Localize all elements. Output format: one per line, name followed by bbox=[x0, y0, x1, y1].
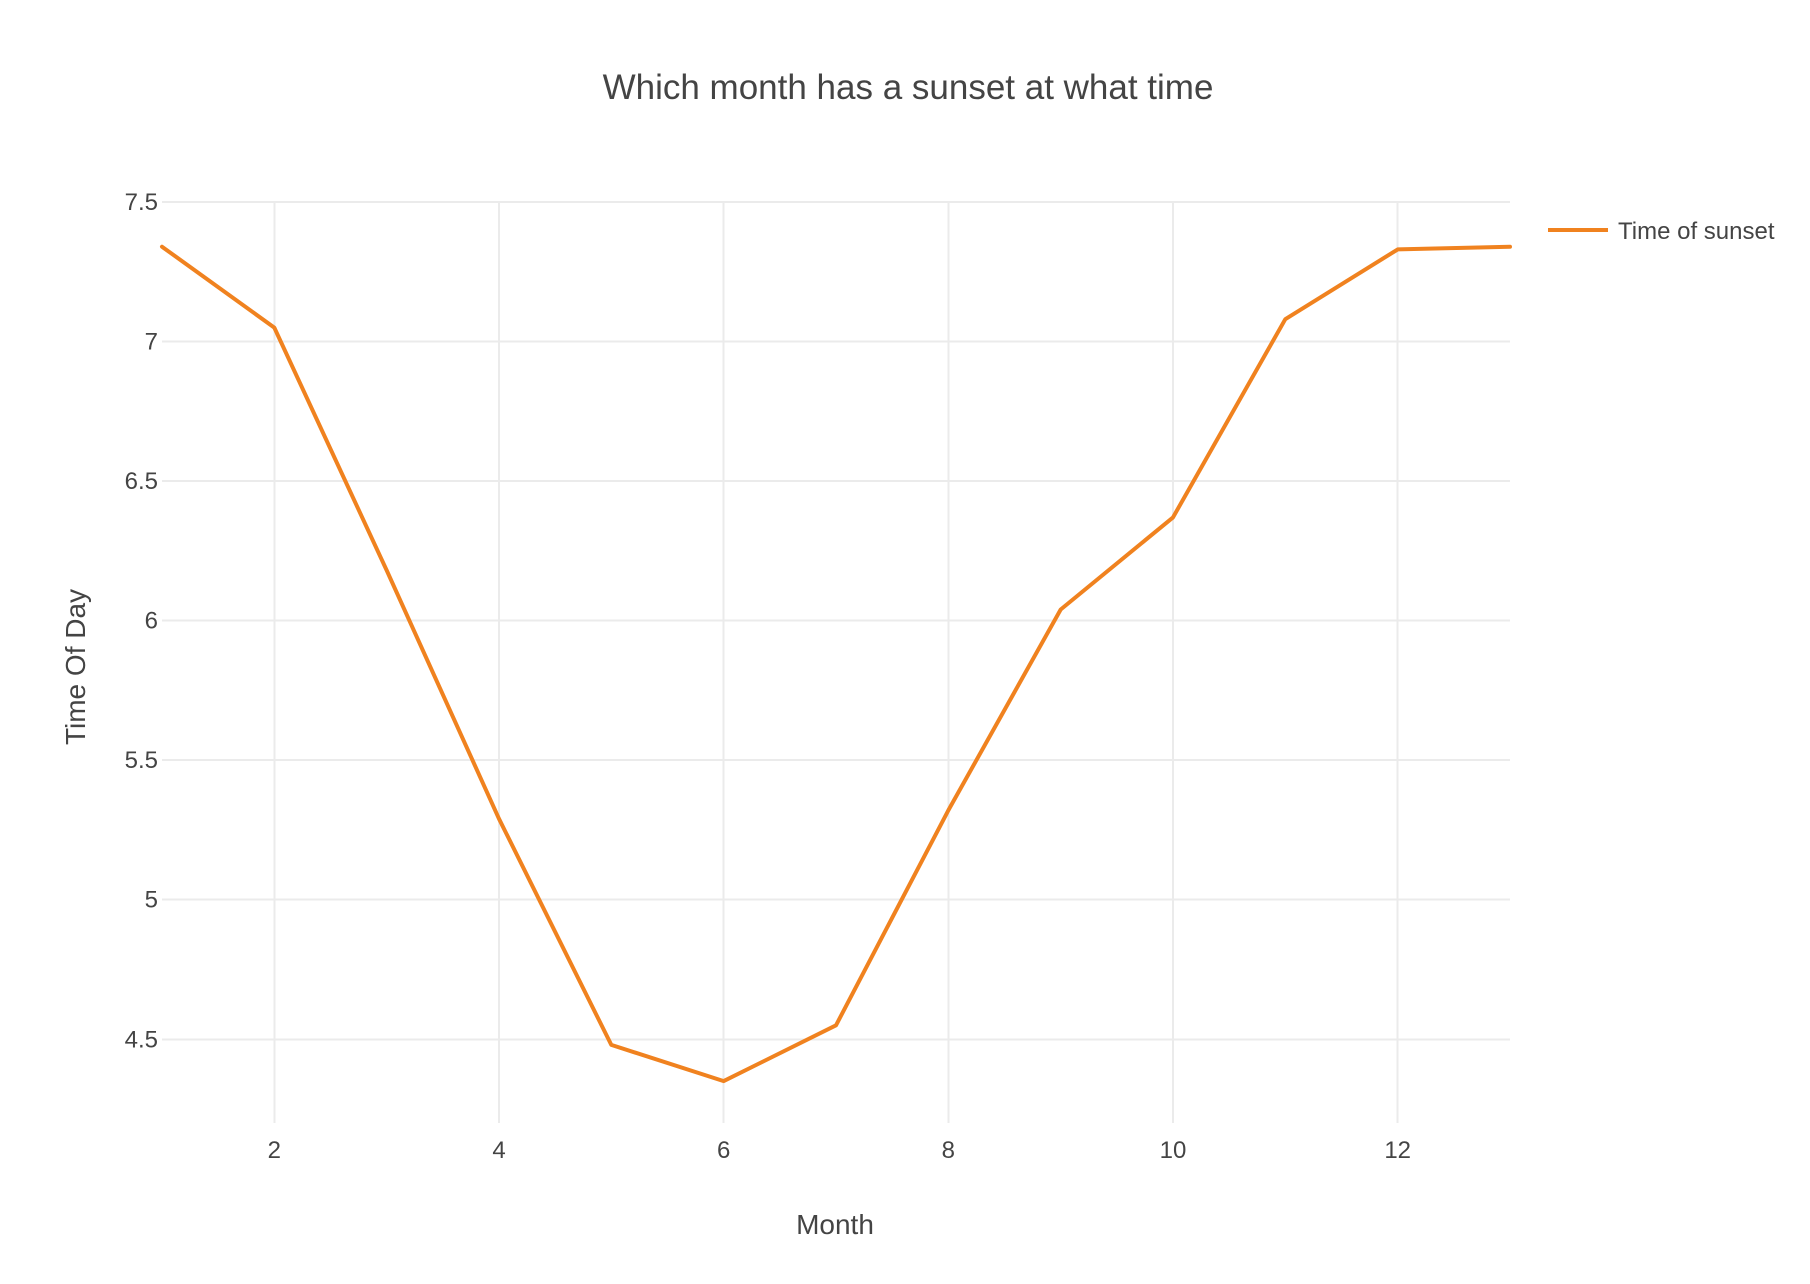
data-point[interactable] bbox=[384, 567, 390, 573]
y-gridlines bbox=[162, 201, 1510, 1041]
x-gridlines bbox=[273, 202, 1399, 1123]
x-tick-label: 4 bbox=[492, 1137, 505, 1164]
y-tick-label: 6.5 bbox=[125, 468, 158, 495]
y-tick-label: 5 bbox=[145, 887, 158, 914]
data-point[interactable] bbox=[608, 1042, 614, 1048]
data-point[interactable] bbox=[496, 816, 502, 822]
series-line-time-of-sunset[interactable] bbox=[160, 244, 1512, 1084]
data-point[interactable] bbox=[945, 807, 951, 813]
y-tick-label: 7.5 bbox=[125, 189, 158, 216]
data-point[interactable] bbox=[1507, 244, 1513, 250]
legend-label: Time of sunset bbox=[1618, 218, 1775, 245]
data-point[interactable] bbox=[1170, 514, 1176, 520]
x-tick-label: 6 bbox=[717, 1137, 730, 1164]
data-point[interactable] bbox=[1395, 246, 1401, 252]
x-tick-label: 8 bbox=[942, 1137, 955, 1164]
data-point[interactable] bbox=[1282, 316, 1288, 322]
series-layer bbox=[159, 244, 1513, 1084]
data-point[interactable] bbox=[833, 1022, 839, 1028]
data-point[interactable] bbox=[721, 1078, 727, 1084]
y-tick-label: 5.5 bbox=[125, 747, 158, 774]
x-tick-label: 10 bbox=[1160, 1137, 1187, 1164]
y-axis-title: Time Of Day bbox=[60, 589, 91, 745]
x-tick-label: 12 bbox=[1384, 1137, 1411, 1164]
y-tick-label: 4.5 bbox=[125, 1026, 158, 1053]
x-tick-label: 2 bbox=[268, 1137, 281, 1164]
data-point[interactable] bbox=[271, 325, 277, 331]
chart-title: Which month has a sunset at what time bbox=[603, 68, 1214, 107]
y-tick-label: 6 bbox=[145, 608, 158, 635]
x-axis-title: Month bbox=[796, 1209, 874, 1240]
legend[interactable]: Time of sunset bbox=[1548, 218, 1775, 245]
data-point[interactable] bbox=[1058, 607, 1064, 613]
y-tick-label: 7 bbox=[145, 329, 158, 356]
x-axis-ticks: 2 4 6 8 10 12 bbox=[268, 1137, 1411, 1164]
y-axis-ticks: 4.5 5 5.5 6 6.5 7 7.5 bbox=[125, 189, 158, 1053]
data-point[interactable] bbox=[159, 244, 165, 250]
